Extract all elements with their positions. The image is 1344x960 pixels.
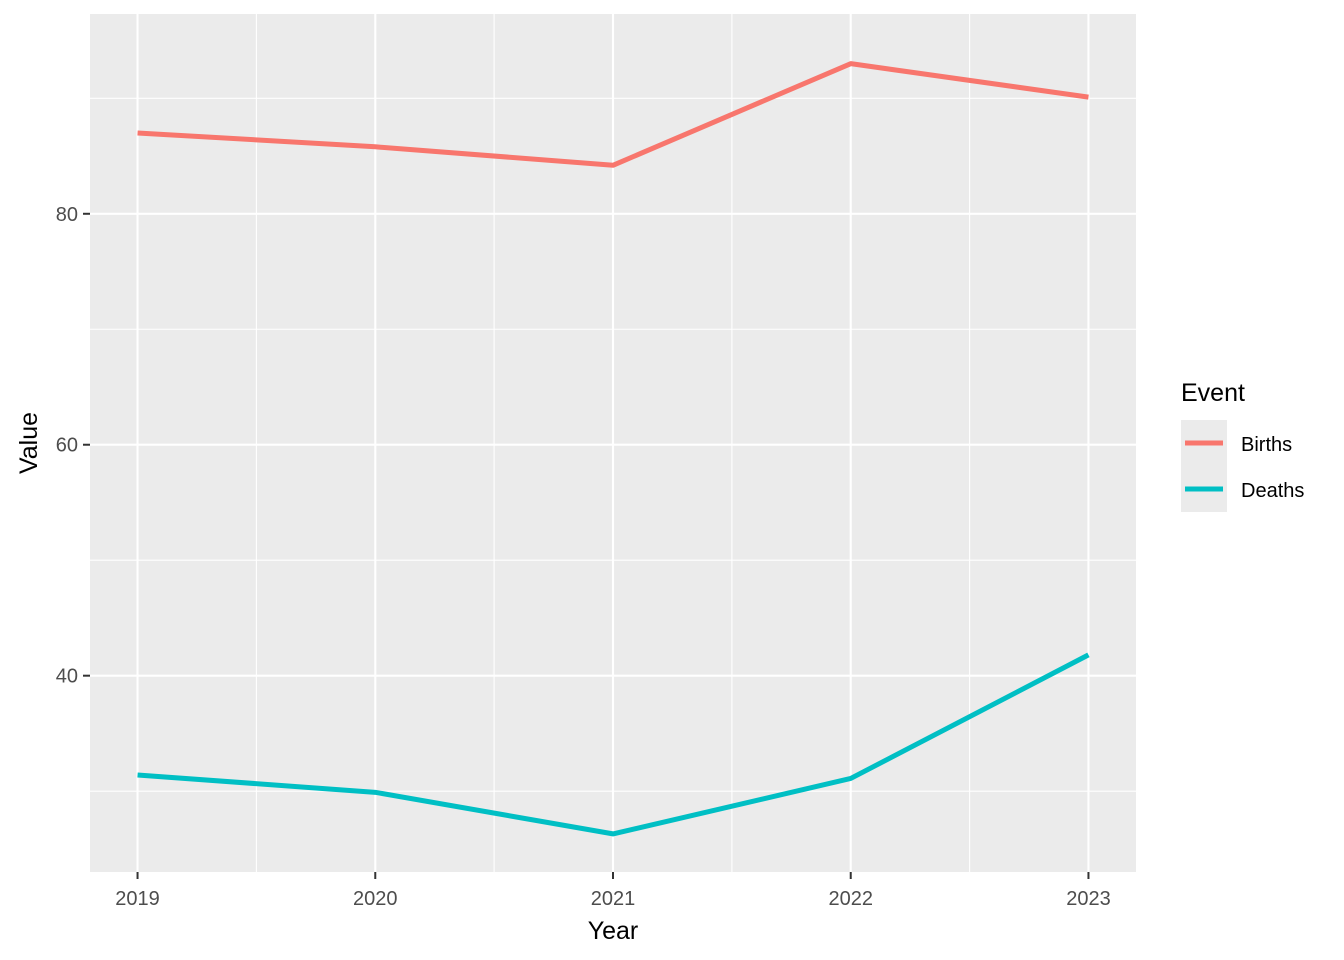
legend: Event Births Deaths — [1181, 379, 1304, 512]
y-axis-title: Value — [15, 412, 43, 474]
major-gridlines — [90, 14, 1136, 872]
x-tick-label: 2019 — [115, 888, 160, 910]
legend-title: Event — [1181, 379, 1245, 407]
x-tick-label: 2020 — [353, 888, 398, 910]
y-tick-label: 40 — [56, 666, 78, 688]
series-line-births — [137, 61, 1089, 168]
y-axis: 40 60 80 — [56, 204, 90, 688]
legend-label-deaths: Deaths — [1241, 480, 1304, 502]
y-tick-label: 80 — [56, 204, 78, 226]
legend-key-background — [1181, 420, 1227, 512]
x-axis: 2019 2020 2021 2022 2023 — [115, 872, 1111, 910]
x-tick-label: 2023 — [1066, 888, 1111, 910]
x-tick-label: 2022 — [828, 888, 873, 910]
x-axis-title: Year — [588, 917, 639, 945]
series-line-deaths — [137, 652, 1090, 837]
legend-label-births: Births — [1241, 434, 1292, 456]
series-lines — [137, 61, 1090, 837]
y-tick-label: 60 — [56, 435, 78, 457]
x-tick-label: 2021 — [591, 888, 636, 910]
